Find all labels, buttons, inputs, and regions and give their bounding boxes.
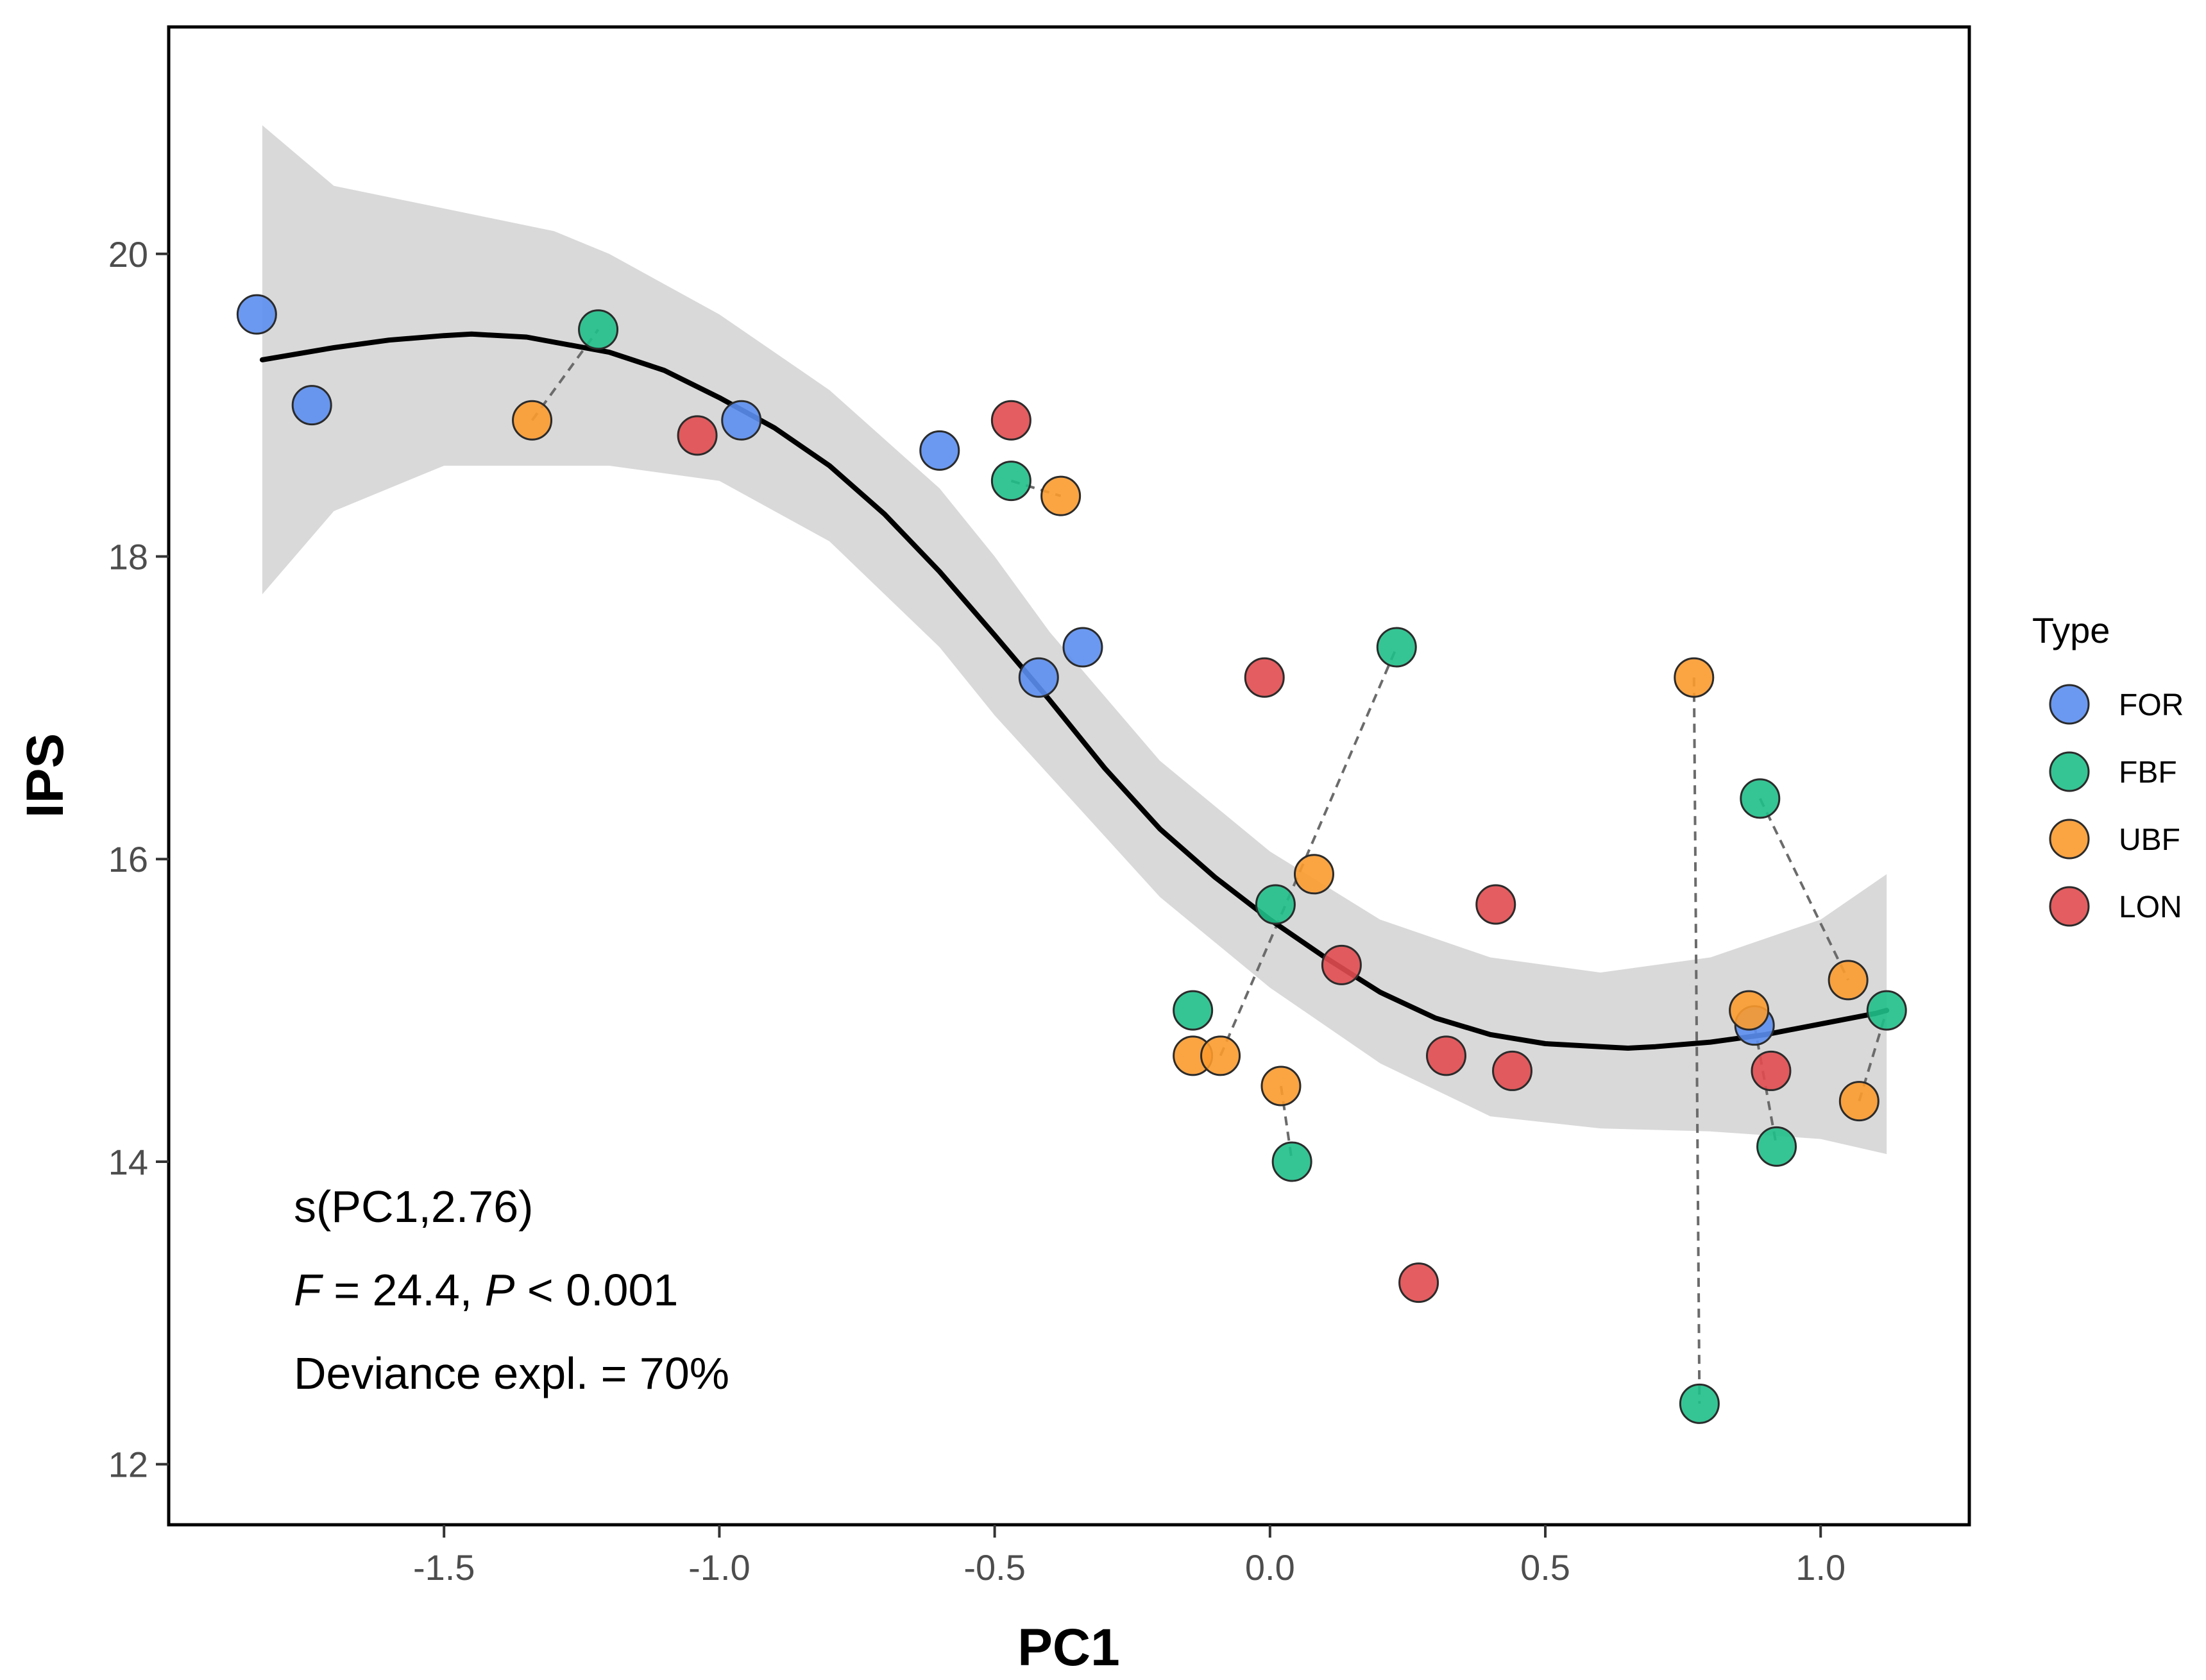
- smooth-fit: [259, 331, 1890, 1051]
- point-ubf-0: [512, 400, 553, 441]
- point-for-5: [1062, 627, 1103, 668]
- point-fbf-8: [1756, 1126, 1797, 1167]
- point-ubf-7: [1729, 990, 1770, 1031]
- point-ubf-4: [1260, 1065, 1302, 1107]
- point-for-2: [721, 400, 762, 441]
- x-tick-label-5: 1.0: [1795, 1547, 1845, 1588]
- point-ubf-3: [1200, 1035, 1241, 1076]
- paired-link-6: [1753, 1025, 1778, 1147]
- point-ubf-9: [1838, 1081, 1879, 1122]
- point-fbf-1: [990, 461, 1031, 502]
- legend-key-lon: [2049, 886, 2090, 927]
- point-ubf-5: [1293, 854, 1334, 895]
- annotation-smooth-term: s(PC1,2.76): [294, 1182, 533, 1232]
- x-tick-label-3: 0.0: [1245, 1547, 1295, 1588]
- y-tick-label-0: 12: [108, 1445, 148, 1485]
- point-fbf-9: [1866, 990, 1907, 1031]
- legend-key-for: [2049, 684, 2090, 725]
- paired-link-2: [1219, 647, 1398, 1056]
- x-tick-label-1: -1.0: [688, 1547, 751, 1588]
- legend-title: Type: [2032, 610, 2110, 650]
- point-for-0: [236, 294, 277, 335]
- smooth-fit-line: [259, 331, 1890, 1051]
- data-points: [236, 294, 1907, 1424]
- legend-label-for: FOR: [2119, 688, 2184, 722]
- annotation-p-value: < 0.001: [514, 1265, 678, 1315]
- point-fbf-2: [1173, 990, 1214, 1031]
- x-tick-label-0: -1.5: [413, 1547, 475, 1588]
- point-lon-5: [1426, 1035, 1467, 1076]
- point-fbf-6: [1679, 1383, 1720, 1424]
- point-lon-1: [990, 400, 1031, 441]
- x-axis-title: PC1: [1017, 1618, 1120, 1677]
- point-lon-6: [1475, 884, 1516, 925]
- point-for-1: [291, 385, 332, 426]
- point-lon-7: [1492, 1050, 1533, 1091]
- confidence-band-area: [262, 125, 1887, 1155]
- point-lon-4: [1398, 1262, 1439, 1303]
- point-lon-3: [1321, 944, 1362, 985]
- x-tick-label-2: -0.5: [963, 1547, 1026, 1588]
- point-fbf-3: [1255, 884, 1296, 925]
- x-axis: -1.5 -1.0 -0.5 0.0 0.5 1.0: [413, 1525, 1845, 1588]
- legend: Type FOR FBF UBF LON: [2032, 610, 2184, 927]
- y-tick-label-2: 16: [108, 839, 148, 879]
- paired-link-4: [1692, 677, 1701, 1404]
- point-lon-2: [1244, 657, 1285, 698]
- point-fbf-4: [1271, 1141, 1312, 1182]
- annotation-f-value: = 24.4,: [321, 1265, 485, 1315]
- point-for-3: [919, 430, 960, 471]
- x-tick-label-4: 0.5: [1520, 1547, 1570, 1588]
- legend-label-lon: LON: [2119, 890, 2182, 924]
- paired-link-5: [1759, 798, 1849, 981]
- y-axis-title: IPS: [16, 733, 74, 818]
- annotation-f-symbol: F: [294, 1265, 324, 1315]
- legend-label-fbf: FBF: [2119, 756, 2177, 790]
- annotation-deviance: Deviance expl. = 70%: [294, 1348, 729, 1398]
- legend-entries: FOR FBF UBF LON: [2049, 684, 2184, 927]
- point-fbf-0: [578, 309, 619, 350]
- point-lon-8: [1751, 1050, 1792, 1091]
- legend-key-ubf: [2049, 819, 2090, 860]
- point-ubf-8: [1828, 960, 1869, 1001]
- point-ubf-6: [1674, 657, 1715, 698]
- point-ubf-1: [1040, 475, 1082, 516]
- annotation-p-symbol: P: [485, 1265, 515, 1315]
- y-tick-label-3: 18: [108, 537, 148, 577]
- legend-label-ubf: UBF: [2119, 823, 2180, 857]
- legend-key-fbf: [2049, 751, 2090, 792]
- point-fbf-7: [1740, 778, 1781, 819]
- confidence-band: [262, 125, 1887, 1155]
- annotation-f-stat: F = 24.4, P < 0.001: [294, 1265, 678, 1315]
- y-tick-label-1: 14: [108, 1142, 148, 1182]
- plot-border: [167, 25, 1971, 1527]
- point-lon-0: [677, 415, 718, 456]
- point-fbf-5: [1376, 627, 1417, 668]
- y-tick-label-4: 20: [108, 234, 148, 275]
- point-for-4: [1018, 657, 1059, 698]
- y-axis: 12 14 16 18 20: [108, 234, 169, 1485]
